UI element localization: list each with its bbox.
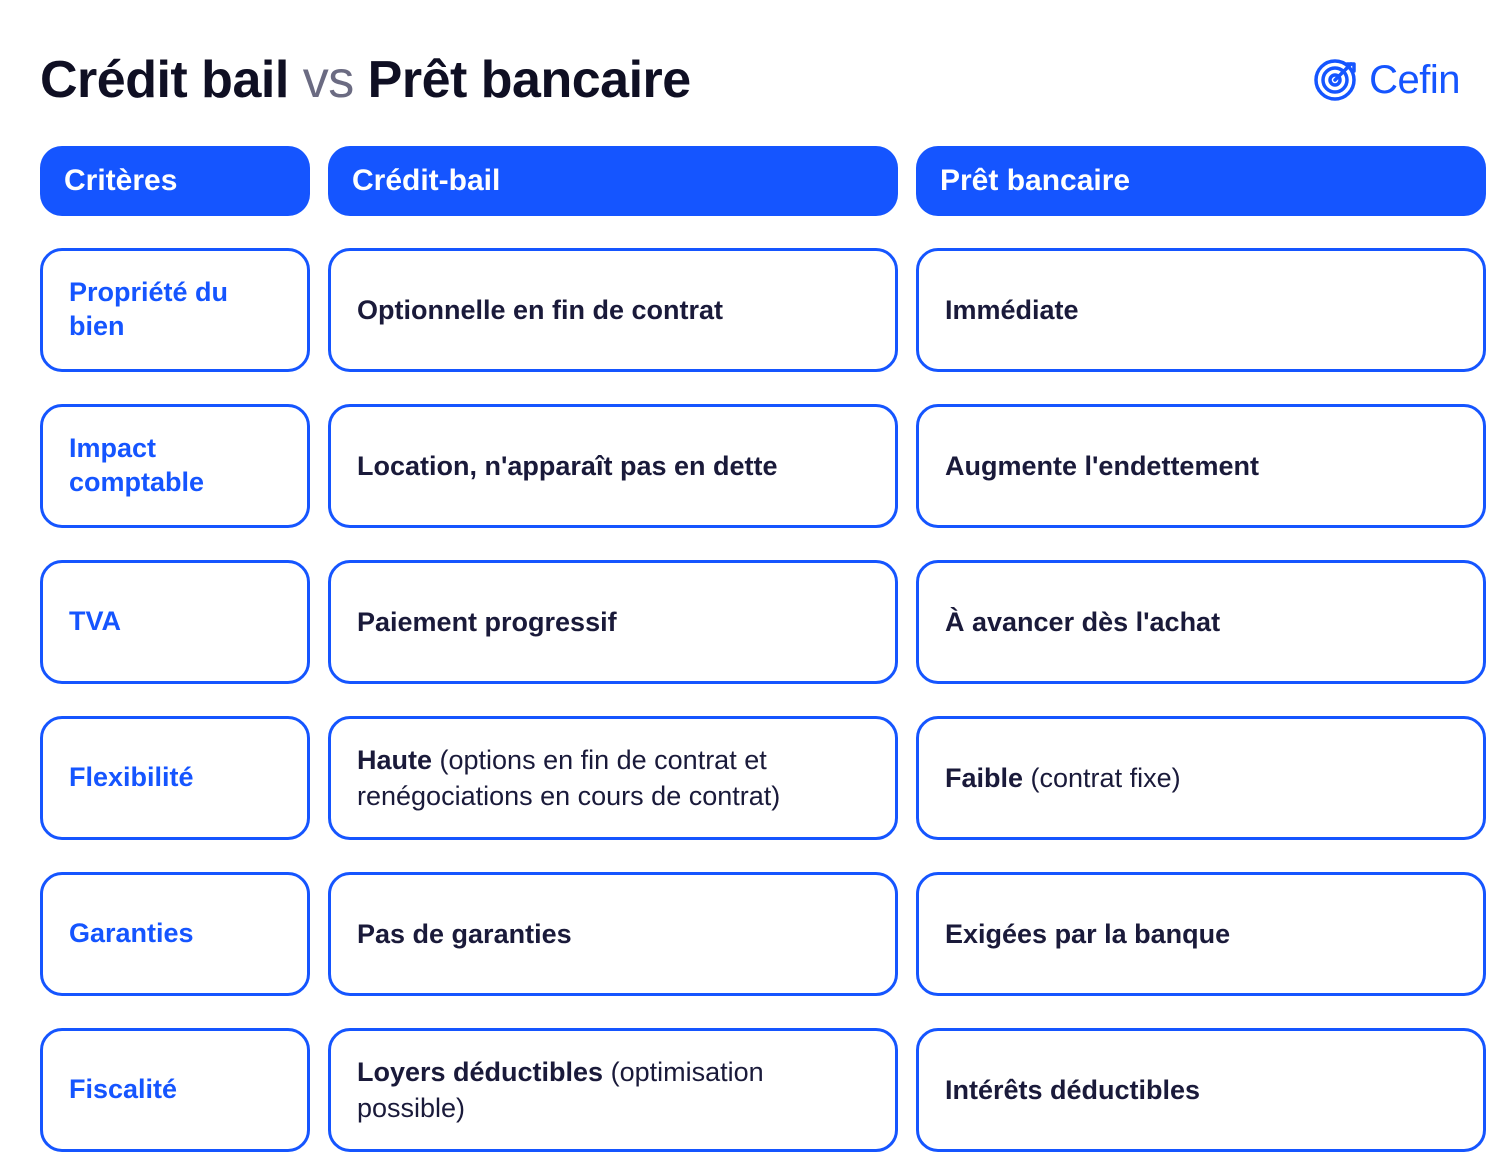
title-right: Prêt bancaire: [368, 51, 691, 109]
criterion-cell: Impact comptable: [40, 404, 310, 528]
criterion-cell: TVA: [40, 560, 310, 684]
value-bold: Location, n'apparaît pas en dette: [357, 451, 778, 481]
value-cell: Loyers déductibles (optimisation possibl…: [328, 1028, 898, 1152]
criterion-cell: Fiscalité: [40, 1028, 310, 1152]
value-text: Faible (contrat fixe): [945, 760, 1181, 796]
value-cell: À avancer dès l'achat: [916, 560, 1486, 684]
table-header-label: Critères: [64, 164, 177, 198]
criterion-cell: Garanties: [40, 872, 310, 996]
value-text: À avancer dès l'achat: [945, 604, 1220, 640]
value-bold: Exigées par la banque: [945, 919, 1230, 949]
value-text: Exigées par la banque: [945, 916, 1230, 952]
value-text: Loyers déductibles (optimisation possibl…: [357, 1054, 869, 1127]
criterion-label: TVA: [69, 605, 121, 639]
value-bold: Faible: [945, 763, 1023, 793]
comparison-table: Critères Crédit-bail Prêt bancaire Propriét…: [40, 146, 1460, 1152]
criterion-label: Garanties: [69, 917, 194, 951]
value-bold: Augmente l'endettement: [945, 451, 1259, 481]
table-header: Crédit-bail: [328, 146, 898, 216]
value-text: Location, n'apparaît pas en dette: [357, 448, 778, 484]
value-text: Immédiate: [945, 292, 1079, 328]
criterion-label: Impact comptable: [69, 432, 281, 500]
title-vs: vs: [303, 51, 354, 109]
value-cell: Faible (contrat fixe): [916, 716, 1486, 840]
table-header: Prêt bancaire: [916, 146, 1486, 216]
header-row: Crédit bail vs Prêt bancaire Cefin: [40, 50, 1460, 110]
criterion-cell: Flexibilité: [40, 716, 310, 840]
value-cell: Pas de garanties: [328, 872, 898, 996]
value-text: Optionnelle en fin de contrat: [357, 292, 723, 328]
value-bold: Loyers déductibles: [357, 1057, 603, 1087]
value-bold: À avancer dès l'achat: [945, 607, 1220, 637]
title-left: Crédit bail: [40, 51, 289, 109]
value-text: Paiement progressif: [357, 604, 617, 640]
criterion-label: Flexibilité: [69, 761, 194, 795]
target-icon: [1313, 58, 1357, 102]
value-bold: Haute: [357, 745, 432, 775]
value-cell: Immédiate: [916, 248, 1486, 372]
value-text: Haute (options en fin de contrat et rené…: [357, 742, 869, 815]
value-cell: Haute (options en fin de contrat et rené…: [328, 716, 898, 840]
page-title: Crédit bail vs Prêt bancaire: [40, 50, 691, 110]
brand-logo: Cefin: [1313, 58, 1460, 103]
value-bold: Intérêts déductibles: [945, 1075, 1200, 1105]
value-text: Pas de garanties: [357, 916, 572, 952]
value-rest: (contrat fixe): [1023, 763, 1181, 793]
value-cell: Paiement progressif: [328, 560, 898, 684]
value-cell: Location, n'apparaît pas en dette: [328, 404, 898, 528]
value-cell: Augmente l'endettement: [916, 404, 1486, 528]
value-cell: Optionnelle en fin de contrat: [328, 248, 898, 372]
criterion-label: Fiscalité: [69, 1073, 177, 1107]
criterion-cell: Propriété du bien: [40, 248, 310, 372]
value-bold: Pas de garanties: [357, 919, 572, 949]
value-text: Intérêts déductibles: [945, 1072, 1200, 1108]
value-bold: Immédiate: [945, 295, 1079, 325]
brand-name: Cefin: [1369, 58, 1460, 103]
value-bold: Optionnelle en fin de contrat: [357, 295, 723, 325]
value-cell: Intérêts déductibles: [916, 1028, 1486, 1152]
criterion-label: Propriété du bien: [69, 276, 281, 344]
table-header: Critères: [40, 146, 310, 216]
value-bold: Paiement progressif: [357, 607, 617, 637]
value-text: Augmente l'endettement: [945, 448, 1259, 484]
value-cell: Exigées par la banque: [916, 872, 1486, 996]
table-header-label: Crédit-bail: [352, 164, 500, 198]
table-header-label: Prêt bancaire: [940, 164, 1130, 198]
